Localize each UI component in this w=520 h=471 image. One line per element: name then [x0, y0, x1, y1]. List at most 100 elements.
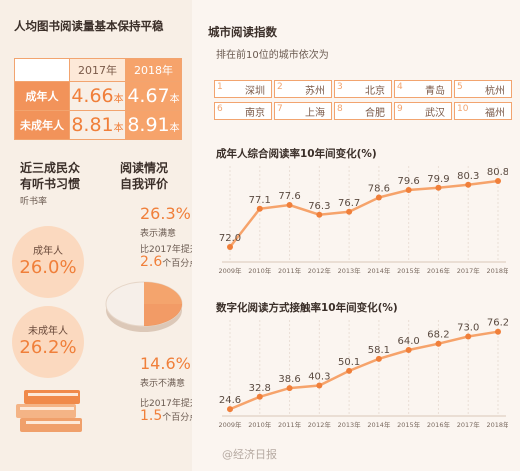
data-label: 50.1	[338, 357, 360, 368]
unsatisfied-change-num: 1.5	[140, 408, 163, 424]
table-header-2017: 2017年	[69, 58, 126, 82]
city-item-1: 1 深圳	[214, 80, 272, 98]
unsatisfied-label: 表示不满意	[140, 379, 186, 389]
x-tick-label: 2016年	[427, 266, 451, 275]
x-tick-label: 2018年	[486, 266, 508, 275]
data-label: 32.8	[249, 383, 271, 394]
data-label: 78.6	[368, 184, 390, 195]
x-tick-label: 2016年	[427, 420, 451, 429]
data-point	[316, 382, 323, 389]
satisfied-label: 表示满意	[140, 229, 177, 239]
data-point	[375, 355, 382, 362]
data-label: 64.0	[398, 336, 420, 347]
city-rank: 8	[337, 104, 343, 114]
data-label: 24.6	[219, 395, 241, 406]
x-tick-label: 2010年	[248, 266, 272, 275]
unit-label: 本	[113, 94, 124, 105]
data-point	[375, 194, 382, 201]
data-point	[286, 202, 293, 208]
city-rank: 9	[397, 104, 403, 114]
city-rank: 6	[217, 104, 223, 114]
data-point	[495, 328, 501, 335]
city-rank: 2	[277, 82, 283, 92]
unsatisfied-change-line1: 比2017年提升	[140, 399, 199, 409]
data-label: 73.0	[457, 323, 479, 334]
watermark: @经济日报	[222, 448, 277, 461]
unit-label: 本	[113, 123, 124, 134]
city-item-9: 9 武汉	[394, 102, 452, 120]
city-item-7: 7 上海	[274, 102, 332, 120]
data-label: 79.9	[427, 174, 449, 185]
right-panel	[192, 0, 520, 471]
chart1-title: 成年人综合阅读率10年间变化(%)	[216, 148, 377, 160]
data-label: 68.2	[427, 330, 449, 341]
satisfied-change: 2.6个百分点	[140, 254, 198, 270]
city-item-3: 3 北京	[334, 80, 392, 98]
data-label: 58.1	[368, 345, 390, 356]
data-point	[465, 333, 472, 340]
city-name: 青岛	[425, 86, 445, 97]
city-name: 苏州	[305, 86, 325, 97]
minor-listen-circle: 未成年人 26.2%	[12, 306, 84, 378]
data-point	[227, 244, 233, 250]
table-corner	[14, 58, 70, 82]
data-point	[435, 184, 442, 191]
adult-listen-circle: 成年人 26.0%	[12, 226, 84, 298]
x-tick-label: 2011年	[278, 266, 302, 275]
reading-volume-table: 2017年 2018年 成年人 4.66本 4.67本 未成年人 8.81本 8…	[14, 58, 182, 140]
data-point	[465, 181, 472, 188]
adult-listen-value: 26.0%	[19, 257, 77, 278]
x-tick-label: 2014年	[367, 266, 391, 275]
data-label: 76.7	[338, 198, 360, 209]
data-point	[405, 187, 412, 193]
data-label: 80.3	[457, 171, 479, 182]
x-tick-label: 2009年	[218, 420, 242, 429]
audiobook-title: 近三成民众 有听书习惯 听书率	[20, 160, 80, 210]
data-point	[346, 367, 353, 374]
x-tick-label: 2013年	[338, 266, 362, 275]
series-line	[229, 330, 499, 411]
x-tick-label: 2017年	[457, 420, 481, 429]
chart2-title: 数字化阅读方式接触率10年间变化(%)	[216, 302, 398, 314]
self-eval-title-line2: 自我评价	[120, 177, 169, 191]
city-name: 合肥	[365, 108, 385, 119]
data-label: 77.6	[278, 191, 300, 202]
data-label: 80.8	[487, 167, 508, 178]
city-name: 南京	[245, 108, 265, 119]
data-label: 77.1	[249, 195, 271, 206]
city-rank: 1	[217, 82, 223, 92]
x-tick-label: 2011年	[278, 420, 302, 429]
city-name: 深圳	[245, 86, 265, 97]
x-tick-label: 2012年	[308, 266, 332, 275]
data-label: 38.6	[278, 374, 300, 385]
unsatisfied-value: 14.6%	[140, 354, 191, 373]
satisfied-value: 26.3%	[140, 204, 191, 223]
data-point	[346, 208, 353, 215]
data-point	[495, 178, 501, 184]
row-label-minor: 未成年人	[14, 110, 70, 140]
satisfied-change-line1: 比2017年提升	[140, 245, 199, 255]
table-header-2018: 2018年	[125, 58, 182, 82]
city-item-5: 5 杭州	[454, 80, 512, 98]
audiobook-rate-label: 听书率	[20, 197, 48, 207]
pie-slice-unsatisfied	[144, 304, 182, 326]
x-tick-label: 2009年	[218, 266, 242, 275]
self-eval-pie	[105, 281, 183, 332]
city-name: 上海	[305, 108, 325, 119]
city-item-8: 8 合肥	[334, 102, 392, 120]
data-point	[286, 385, 293, 392]
pie-slice-satisfied	[144, 282, 182, 304]
city-item-2: 2 苏州	[274, 80, 332, 98]
city-name: 福州	[485, 108, 505, 119]
city-name: 武汉	[425, 108, 445, 119]
minor-2018-cell: 8.91本	[125, 110, 182, 140]
city-item-10: 10 福州	[454, 102, 512, 120]
data-point	[256, 393, 263, 400]
data-label: 76.3	[308, 201, 330, 212]
data-label: 72.0	[219, 233, 241, 244]
book-stack-icon	[16, 390, 82, 432]
x-tick-label: 2013年	[338, 420, 362, 429]
data-point	[256, 205, 263, 212]
x-tick-label: 2012年	[308, 420, 332, 429]
adult-2018-value: 4.67	[127, 85, 170, 107]
